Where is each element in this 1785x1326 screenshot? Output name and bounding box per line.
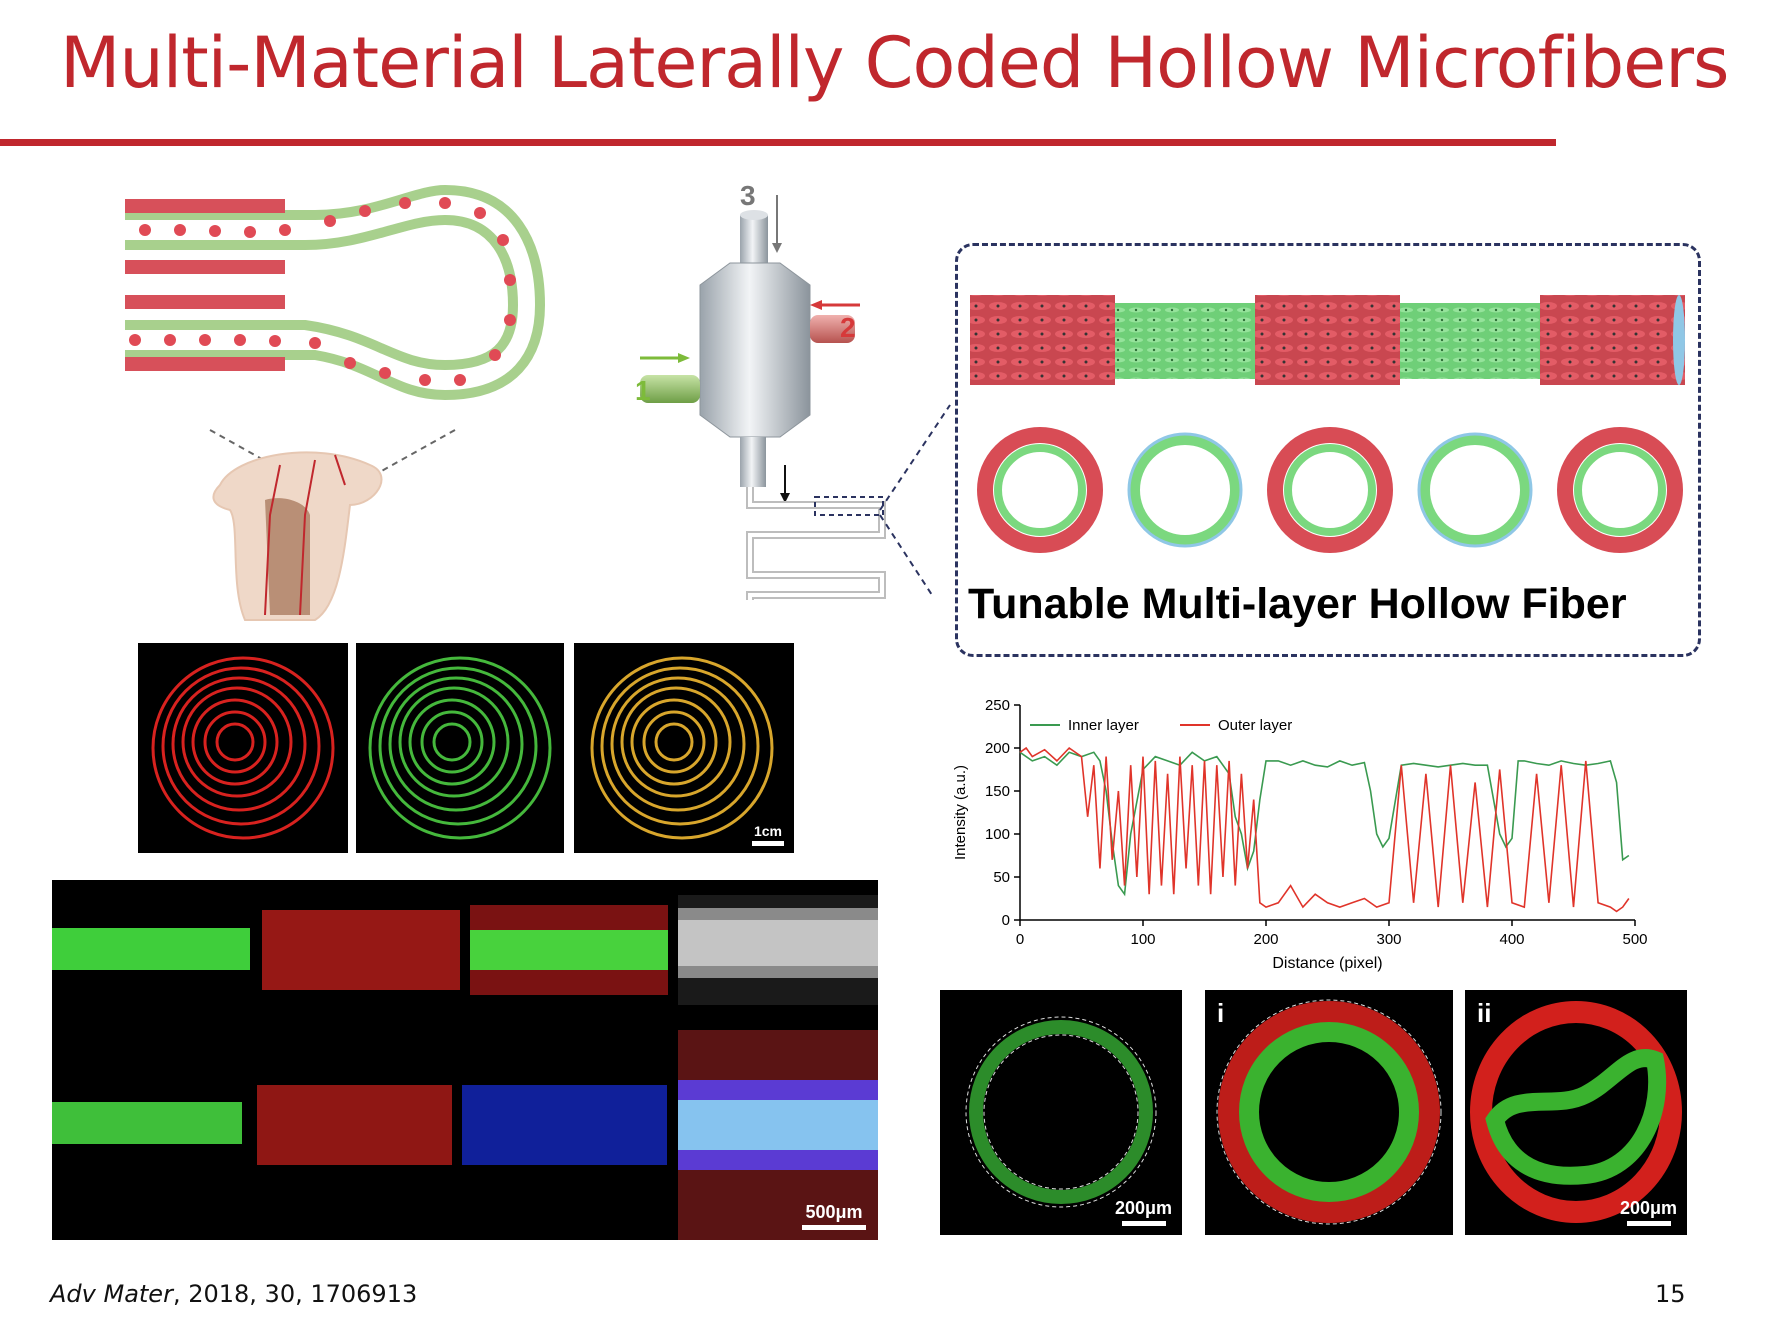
y-axis-label: Intensity (a.u.) [952, 765, 969, 860]
cross-section-scale-label-2: 200μm [1620, 1198, 1678, 1218]
cross-section-scale-label-1: 200μm [1115, 1198, 1173, 1218]
x-tick-label: 500 [1622, 931, 1647, 948]
inlet-label-3: 3 [740, 180, 756, 211]
y-tick-label: 250 [985, 697, 1010, 714]
y-tick-label: 100 [985, 826, 1010, 843]
y-tick-label: 200 [985, 740, 1010, 757]
cross-section-label-i: i [1217, 998, 1225, 1028]
y-tick-label: 0 [1002, 912, 1010, 929]
y-tick-label: 50 [993, 869, 1010, 886]
y-tick-label: 150 [985, 783, 1010, 800]
fiber-panel-caption: Tunable Multi-layer Hollow Fiber [968, 580, 1627, 628]
strip-scale-label: 500μm [805, 1202, 863, 1222]
microfluidic-device [640, 195, 886, 600]
legend-label: Outer layer [1218, 717, 1292, 734]
x-tick-label: 100 [1130, 931, 1155, 948]
fiber-strip-panel: 500μm [52, 880, 878, 1240]
x-axis-label: Distance (pixel) [1272, 955, 1382, 972]
citation-details: , 2018, 30, 1706913 [172, 1280, 418, 1308]
cross-section-label-ii: ii [1477, 998, 1492, 1028]
spiral-image-green [356, 643, 564, 853]
tissue-schematic [125, 185, 546, 621]
legend-label: Inner layer [1068, 717, 1139, 734]
series-line-inner [1019, 751, 1630, 897]
series-line-outer [1019, 746, 1630, 913]
cross-section-image-i: i [1205, 990, 1453, 1235]
x-tick-label: 0 [1016, 931, 1024, 948]
inlet-label-2: 2 [840, 312, 856, 343]
x-tick-label: 200 [1253, 931, 1278, 948]
inlet-label-1: 1 [635, 375, 651, 406]
spiral-image-red [138, 643, 348, 853]
strip-scale-bar: 500μm [802, 1202, 866, 1230]
spiral-image-merged: 1cm [574, 643, 794, 853]
spiral-scale-bar: 1cm [752, 823, 784, 846]
cross-section-image-ii: ii 200μm [1465, 990, 1687, 1235]
page-number: 15 [1655, 1280, 1686, 1308]
slide-title: Multi-Material Laterally Coded Hollow Mi… [60, 22, 1729, 104]
citation: Adv Mater, 2018, 30, 1706913 [50, 1280, 417, 1308]
cross-section-image-empty: 200μm [940, 990, 1182, 1235]
tunable-fiber-panel [955, 243, 1701, 657]
x-tick-label: 400 [1499, 931, 1524, 948]
zoom-connector [879, 404, 951, 596]
fiber-illustration [970, 295, 1685, 553]
title-divider [0, 139, 1556, 146]
citation-journal: Adv Mater [50, 1280, 173, 1308]
cross-section-scale-bar-1: 200μm [1115, 1198, 1172, 1226]
x-tick-label: 300 [1376, 931, 1401, 948]
spiral-scale-label: 1cm [753, 823, 783, 839]
intensity-profile-chart: 0 50 100 150 200 250 0 100 200 300 400 500 Distance … [952, 697, 1648, 972]
cross-section-scale-bar-2: 200μm [1620, 1198, 1677, 1226]
